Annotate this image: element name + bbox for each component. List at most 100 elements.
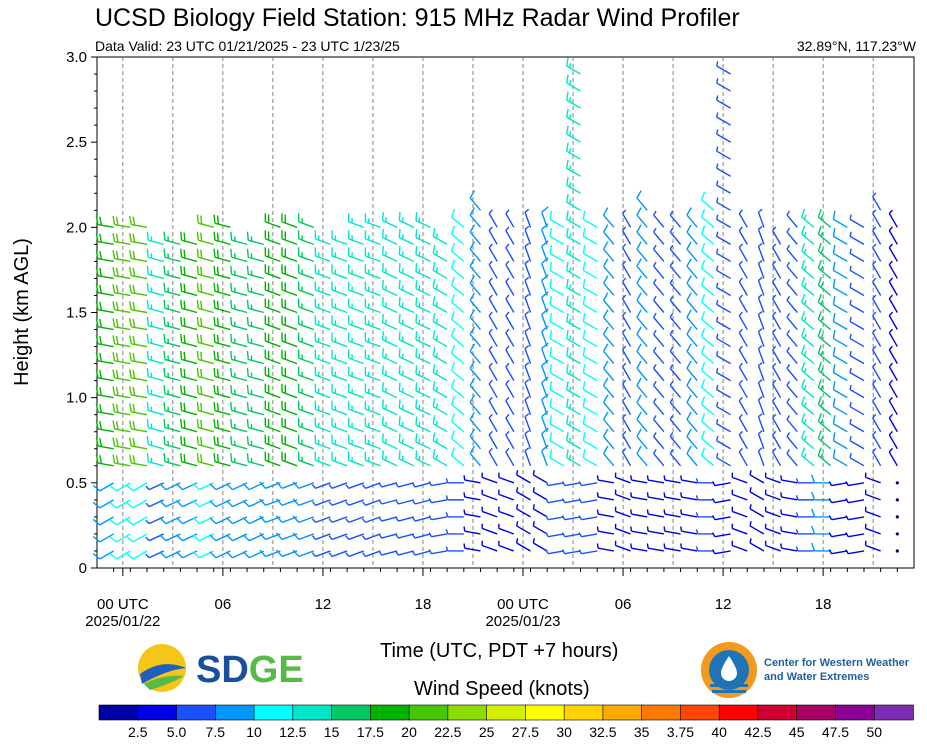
wind-barb: [159, 482, 181, 491]
wind-barb-half-flag: [803, 248, 807, 254]
wind-barb-half-flag: [401, 455, 404, 461]
wind-barb: [196, 231, 214, 246]
wind-barb-flag: [99, 421, 103, 430]
wind-barb: [738, 396, 748, 416]
wind-barb-staff: [148, 550, 164, 559]
wind-barb-staff: [621, 264, 632, 279]
wind-barb-flag: [146, 282, 149, 292]
wind-barb: [297, 332, 314, 348]
wind-barb-staff: [298, 459, 314, 467]
wind-barb-flag: [686, 411, 692, 420]
wind-barb: [801, 208, 815, 228]
wind-barb-staff: [415, 271, 431, 280]
wind-barb-half-flag: [820, 265, 824, 271]
colorbar-label: 50: [866, 724, 882, 740]
wind-barb: [653, 381, 665, 399]
wind-barb-staff: [248, 409, 264, 416]
wind-barb-half-flag: [803, 214, 807, 220]
wind-barb: [524, 413, 532, 432]
wind-barb: [331, 366, 348, 382]
x-tick-label: 00 UTC: [97, 596, 149, 613]
wind-barb-staff: [566, 218, 581, 228]
wind-barb-half-flag: [716, 453, 719, 458]
wind-barb-staff: [603, 316, 615, 330]
wind-barb-staff: [801, 420, 815, 433]
wind-barb-staff: [603, 384, 615, 399]
wind-barb-half-flag: [145, 485, 150, 491]
wind-barb: [264, 434, 281, 450]
wind-barb: [545, 549, 564, 555]
wind-barb-half-flag: [758, 225, 763, 230]
wind-barb-half-flag: [569, 369, 572, 375]
wind-barb-staff: [148, 460, 164, 467]
wind-barb: [331, 298, 348, 314]
wind-barb: [163, 436, 181, 450]
wind-barb: [832, 432, 848, 450]
wind-barb-staff: [716, 184, 731, 194]
wind-barb-half-flag: [663, 509, 666, 515]
wind-barb-staff: [738, 281, 748, 296]
x-tick-date: 2025/01/23: [485, 613, 560, 630]
wind-barb: [738, 294, 748, 313]
wind-barb-staff: [198, 222, 214, 229]
wind-barb-flag: [801, 293, 806, 303]
wind-barb-flag: [701, 327, 706, 337]
wind-barb-staff: [232, 516, 248, 525]
wind-barb-staff: [215, 516, 231, 525]
wind-barb-staff: [116, 550, 131, 560]
wind-barb: [297, 383, 314, 399]
wind-barb: [515, 504, 531, 518]
wind-barb-staff: [148, 482, 164, 491]
wind-barb-half-flag: [418, 387, 421, 393]
wind-barb-half-flag: [888, 311, 893, 317]
wind-barb-half-flag: [488, 260, 493, 266]
wind-barb: [614, 540, 631, 552]
wind-barb-staff: [636, 384, 648, 399]
wind-barb-flag: [95, 369, 99, 378]
wind-barb-staff: [451, 318, 465, 331]
wind-barb-half-flag: [524, 447, 530, 452]
wind-barb: [159, 533, 181, 542]
wind-barb-staff: [603, 265, 615, 279]
wind-barb-flag: [565, 261, 569, 271]
wind-barb-staff: [365, 391, 381, 399]
wind-barb: [680, 509, 698, 518]
wind-barb: [481, 472, 498, 484]
wind-barb-flag: [95, 216, 99, 225]
wind-barb: [264, 383, 281, 399]
wind-barb: [621, 396, 632, 416]
wind-barb-half-flag: [505, 209, 510, 214]
wind-barb: [92, 516, 115, 526]
wind-barb-flag: [701, 191, 706, 201]
wind-barb: [636, 241, 648, 262]
wind-barb-flag: [99, 233, 103, 243]
wind-barb-staff: [817, 301, 832, 314]
wind-barb-staff: [348, 289, 365, 297]
wind-barb: [415, 348, 431, 365]
calm-wind-dot: [895, 498, 899, 502]
wind-barb-staff: [488, 247, 498, 262]
wind-barb-staff: [738, 264, 748, 279]
wind-barb-half-flag: [849, 453, 852, 458]
wind-barb-staff: [817, 369, 832, 382]
wind-barb-staff: [597, 547, 614, 552]
wind-barb-staff: [801, 369, 815, 382]
wind-barb-staff: [97, 377, 114, 382]
wind-barb-flag: [225, 500, 234, 508]
wind-barb-half-flag: [772, 379, 777, 385]
wind-barb-half-flag: [385, 234, 388, 240]
wind-barb: [196, 436, 214, 450]
wind-barb-flag: [192, 517, 200, 525]
wind-barb-flag: [112, 352, 116, 361]
wind-barb: [112, 335, 131, 348]
wind-barb-staff: [365, 499, 381, 506]
wind-barb: [817, 345, 832, 365]
wind-barb-staff: [621, 366, 632, 381]
wind-barb-flag: [469, 190, 476, 199]
wind-barb-staff: [469, 384, 482, 399]
wind-barb-half-flag: [488, 362, 493, 368]
wind-barb-half-flag: [716, 350, 719, 356]
wind-barb-flag: [582, 381, 586, 390]
wind-barb-flag: [832, 210, 836, 220]
wind-barb: [549, 449, 565, 467]
